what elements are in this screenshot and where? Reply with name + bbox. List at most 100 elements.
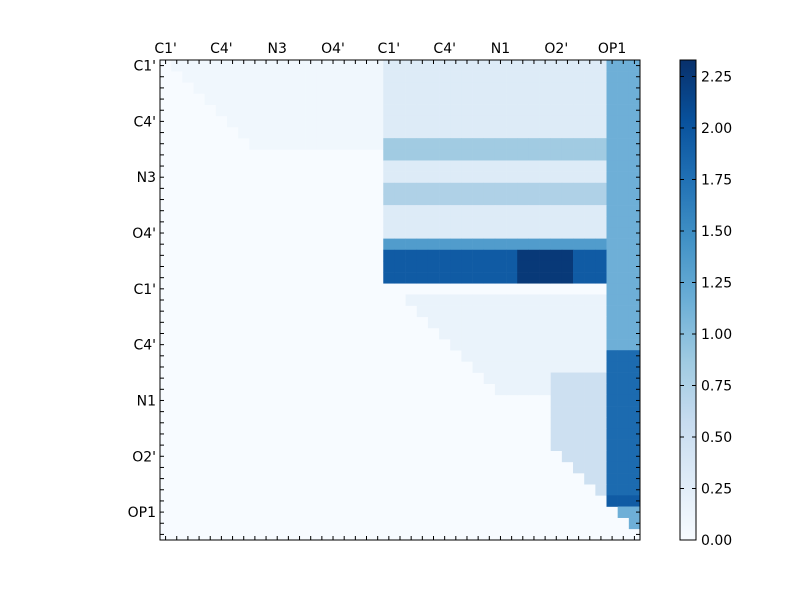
heatmap-cell bbox=[539, 193, 551, 206]
heatmap-cell bbox=[617, 260, 630, 273]
heatmap-cell bbox=[606, 160, 618, 172]
heatmap-cell bbox=[584, 227, 596, 239]
heatmap-cell bbox=[561, 383, 574, 396]
heatmap-cell bbox=[439, 171, 451, 184]
heatmap-cell bbox=[450, 104, 462, 117]
heatmap-cell bbox=[617, 294, 630, 306]
heatmap-cell bbox=[584, 138, 596, 150]
heatmap-cell bbox=[584, 406, 596, 418]
heatmap-cell bbox=[494, 193, 507, 206]
heatmap-cell bbox=[472, 126, 485, 139]
heatmap-cell bbox=[372, 71, 384, 83]
heatmap-cell bbox=[628, 126, 641, 139]
heatmap-cell bbox=[506, 115, 518, 128]
heatmap-cell bbox=[427, 205, 440, 217]
heatmap-cell bbox=[561, 361, 574, 373]
heatmap-cell bbox=[595, 171, 607, 184]
heatmap-cell bbox=[573, 417, 585, 429]
heatmap-cell bbox=[628, 417, 641, 429]
heatmap-cell bbox=[539, 71, 551, 83]
heatmap-cell bbox=[628, 149, 641, 161]
heatmap-cell bbox=[494, 327, 507, 340]
colorbar-tick-label: 0.50 bbox=[701, 430, 732, 446]
heatmap-cell bbox=[517, 171, 529, 184]
heatmap-cell bbox=[494, 361, 507, 373]
heatmap-cell bbox=[617, 216, 630, 228]
heatmap-cell bbox=[360, 104, 373, 117]
heatmap-cell bbox=[394, 193, 406, 206]
heatmap-cell bbox=[595, 473, 607, 485]
heatmap-cell bbox=[617, 461, 630, 474]
heatmap-cell bbox=[528, 160, 540, 172]
heatmap-cell bbox=[416, 138, 429, 150]
y-tick-label: C1' bbox=[133, 282, 156, 298]
heatmap-cell bbox=[573, 238, 585, 251]
heatmap-cell bbox=[606, 484, 618, 496]
heatmap-cell bbox=[539, 327, 551, 340]
heatmap-cell bbox=[506, 249, 518, 262]
heatmap-cell bbox=[595, 71, 607, 83]
heatmap-cell bbox=[293, 82, 306, 94]
heatmap-cell bbox=[461, 126, 473, 139]
heatmap-cell bbox=[193, 71, 205, 83]
heatmap-cell bbox=[372, 82, 384, 94]
heatmap-cell bbox=[550, 339, 563, 351]
heatmap-cell bbox=[494, 104, 507, 117]
heatmap-cell bbox=[550, 272, 563, 284]
heatmap-cell bbox=[539, 115, 551, 128]
heatmap-cell bbox=[461, 149, 473, 161]
heatmap-cell bbox=[628, 383, 641, 396]
heatmap-cell bbox=[439, 71, 451, 83]
heatmap-cell bbox=[238, 126, 250, 139]
heatmap-cell bbox=[628, 473, 641, 485]
heatmap-cell bbox=[606, 227, 618, 239]
heatmap-cell bbox=[517, 316, 529, 329]
heatmap-cell bbox=[215, 82, 228, 94]
heatmap-cell bbox=[628, 138, 641, 150]
heatmap-cell bbox=[427, 227, 440, 239]
heatmap-cell bbox=[461, 160, 473, 172]
heatmap-cell bbox=[595, 316, 607, 329]
heatmap-cell bbox=[617, 350, 630, 362]
heatmap-cell bbox=[405, 126, 418, 139]
x-tick-label: C4' bbox=[433, 41, 456, 57]
heatmap-cell bbox=[628, 316, 641, 329]
heatmap-cell bbox=[472, 272, 485, 284]
heatmap-cell bbox=[584, 350, 596, 362]
heatmap-cell bbox=[405, 60, 418, 72]
heatmap-cell bbox=[550, 383, 563, 396]
heatmap-cell bbox=[628, 238, 641, 251]
heatmap-cell bbox=[617, 473, 630, 485]
heatmap-cell bbox=[506, 205, 518, 217]
heatmap-cell bbox=[528, 249, 540, 262]
heatmap-cell bbox=[394, 82, 406, 94]
heatmap-cell bbox=[628, 272, 641, 284]
heatmap-cell bbox=[439, 238, 451, 251]
heatmap-cell bbox=[472, 216, 485, 228]
x-tick-label: C4' bbox=[210, 41, 233, 57]
heatmap-cell bbox=[394, 182, 406, 195]
heatmap-cell bbox=[439, 249, 451, 262]
heatmap-cell bbox=[483, 350, 496, 362]
heatmap-cell bbox=[416, 205, 429, 217]
heatmap-cell bbox=[561, 394, 574, 407]
heatmap-cell bbox=[561, 260, 574, 273]
heatmap-cell bbox=[215, 93, 228, 105]
heatmap-cell bbox=[595, 93, 607, 105]
heatmap-cell bbox=[561, 417, 574, 429]
heatmap-cell bbox=[539, 383, 551, 396]
heatmap-cell bbox=[606, 193, 618, 206]
heatmap-cell bbox=[606, 60, 618, 72]
heatmap-cell bbox=[461, 60, 473, 72]
heatmap-cell bbox=[617, 182, 630, 195]
heatmap-cell bbox=[628, 406, 641, 418]
heatmap-cell bbox=[416, 93, 429, 105]
heatmap-cell bbox=[606, 238, 618, 251]
heatmap-cell bbox=[595, 160, 607, 172]
heatmap-cell bbox=[450, 182, 462, 195]
heatmap-cell bbox=[271, 71, 284, 83]
heatmap-cell bbox=[606, 350, 618, 362]
heatmap-cell bbox=[494, 260, 507, 273]
heatmap-cell bbox=[506, 104, 518, 117]
y-tick-label: C4' bbox=[133, 114, 156, 130]
